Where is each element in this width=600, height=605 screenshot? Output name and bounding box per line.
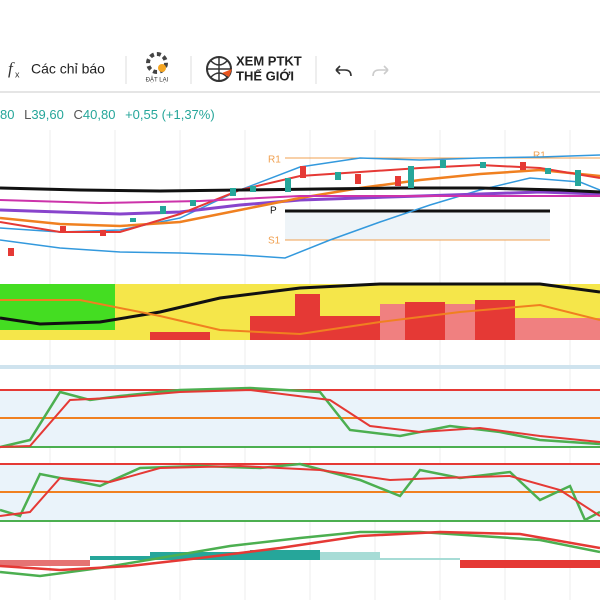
gear-icon bbox=[146, 52, 168, 74]
trend-bars bbox=[0, 284, 600, 340]
world-line2: THẾ GIỚI bbox=[236, 68, 294, 83]
bollinger-lower bbox=[0, 177, 600, 259]
globe-lines bbox=[207, 57, 231, 81]
pivot-zone bbox=[285, 212, 550, 240]
ma-magenta bbox=[0, 195, 600, 205]
low-label: L bbox=[24, 107, 31, 122]
stoch-k bbox=[0, 386, 600, 449]
change: +0,55 (+1,37%) bbox=[125, 107, 215, 122]
s1-label: S1 bbox=[268, 236, 281, 247]
indicators-label: Các chỉ báo bbox=[31, 61, 105, 77]
ma-orange bbox=[0, 168, 600, 228]
toolbar-bg bbox=[0, 0, 600, 92]
world-line1: XEM PTKT bbox=[236, 53, 302, 68]
world-analysis-button[interactable]: XEM PTKT THẾ GIỚI bbox=[206, 53, 302, 83]
high-value: 80 bbox=[0, 107, 14, 122]
r1-right-label: R1 bbox=[533, 151, 546, 162]
ma-black bbox=[0, 186, 600, 194]
reset-button[interactable]: ĐẶT LẠI bbox=[146, 52, 169, 84]
quote-line: 80 L39,60 C40,80 +0,55 (+1,37%) bbox=[0, 107, 215, 122]
arrow-icon bbox=[222, 69, 232, 77]
close-value: 40,80 bbox=[83, 107, 116, 122]
low-value: 39,60 bbox=[31, 107, 64, 122]
redo-button[interactable] bbox=[372, 65, 389, 77]
indicators-button[interactable]: f x Các chỉ báo bbox=[8, 59, 105, 79]
fx-icon-x: x bbox=[15, 69, 20, 79]
macd-histogram bbox=[0, 550, 600, 568]
candles bbox=[8, 160, 581, 256]
gear-dot bbox=[158, 64, 166, 72]
pivot-label: P bbox=[270, 206, 277, 217]
rsi-d bbox=[0, 464, 600, 517]
trend-line bbox=[0, 282, 600, 326]
fx-icon: f bbox=[8, 59, 15, 78]
reset-label: ĐẶT LẠI bbox=[146, 77, 169, 84]
close-label: C bbox=[74, 107, 83, 122]
macd-signal bbox=[0, 530, 600, 572]
stoch-d bbox=[0, 388, 600, 448]
undo-button[interactable] bbox=[335, 65, 352, 77]
r1-label: R1 bbox=[268, 155, 281, 166]
trend-signal bbox=[0, 299, 600, 336]
macd-line bbox=[0, 530, 600, 578]
ma-purple bbox=[0, 190, 600, 216]
